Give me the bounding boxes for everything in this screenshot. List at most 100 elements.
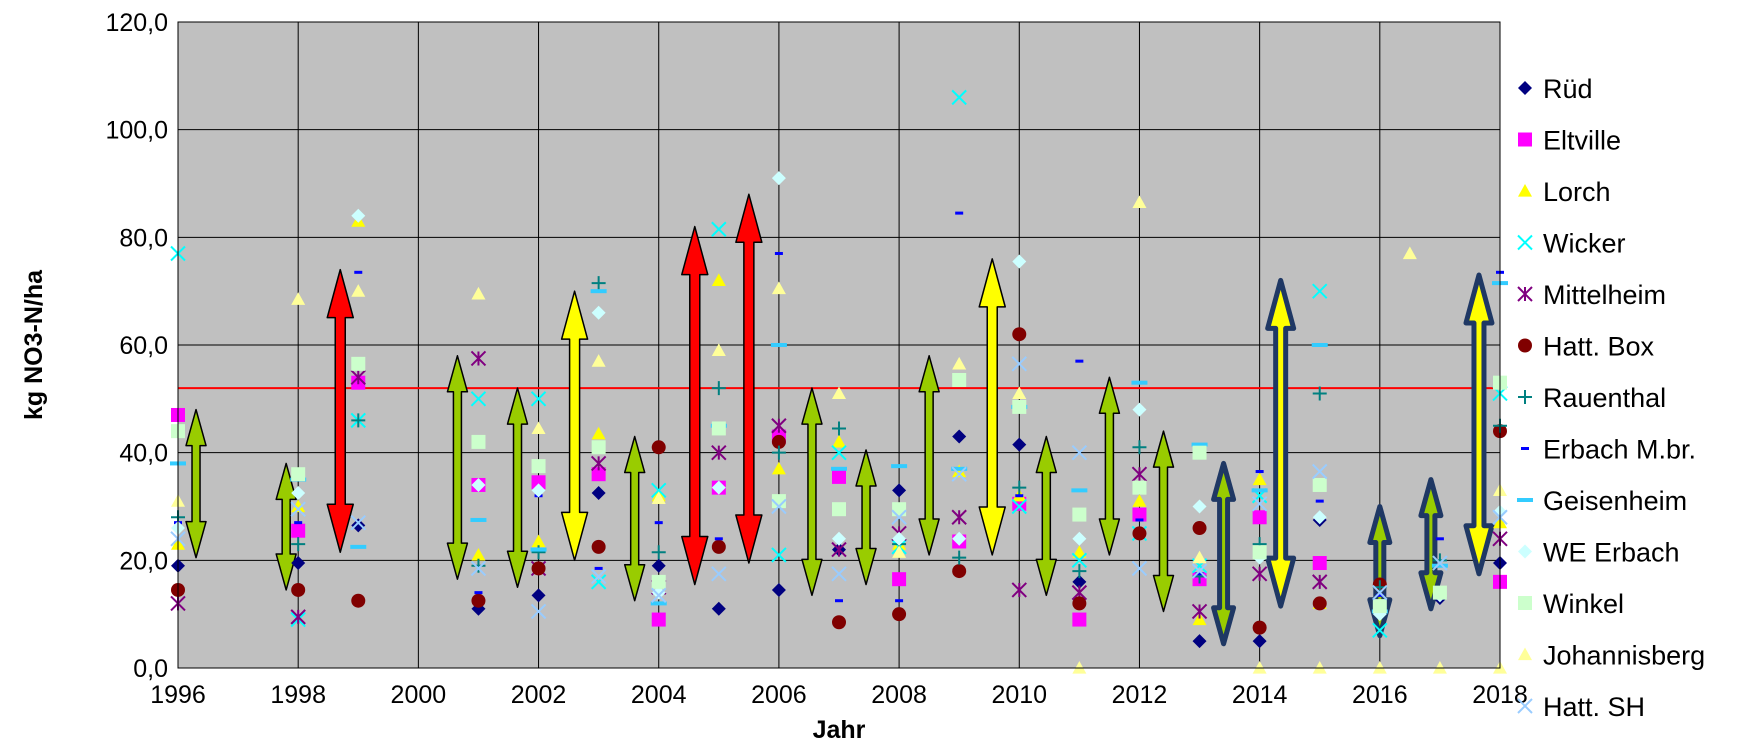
x-tick-label: 2012 [1112, 681, 1168, 709]
range-arrow [1098, 376, 1121, 556]
y-tick-label: 0,0 [133, 655, 168, 683]
x-tick-label: 2018 [1472, 681, 1528, 709]
point-winkel [771, 494, 786, 509]
x-tick-label: 2008 [871, 681, 927, 709]
point-r-d [892, 483, 907, 498]
legend-marker [1518, 596, 1532, 610]
point-hatt-box [531, 561, 546, 576]
point-eltville [1132, 507, 1147, 522]
point-winkel [1372, 599, 1387, 614]
point-erbach-m-br- [354, 270, 363, 274]
point-erbach-m-br- [294, 521, 303, 525]
point-wicker [831, 444, 847, 461]
point-hatt-box [651, 440, 666, 455]
point-we-erbach [651, 585, 666, 600]
legend-marker [1518, 132, 1532, 147]
point-wicker [470, 391, 487, 407]
point-hatt-box [471, 593, 486, 608]
point-we-erbach [1012, 254, 1027, 269]
point-hatt-box [1132, 526, 1147, 541]
x-tick-label: 2016 [1352, 681, 1408, 709]
point-lorch [1252, 472, 1267, 486]
point-winkel [351, 356, 366, 371]
point-erbach-m-br- [654, 521, 663, 525]
range-arrow [1418, 477, 1444, 612]
point-johannisberg [531, 421, 546, 435]
point-r-d [651, 558, 666, 573]
point-we-erbach [1072, 531, 1087, 546]
point-geisenheim [770, 343, 787, 347]
point-hatt-box [291, 582, 306, 597]
point-geisenheim [831, 466, 847, 471]
point-r-d [291, 556, 306, 571]
point-we-erbach [711, 480, 726, 495]
point-r-d [1192, 634, 1207, 649]
point-we-erbach [531, 483, 546, 498]
point-johannisberg [471, 286, 486, 300]
legend-item: Mittelheim [1517, 280, 1666, 310]
point-mittelheim [290, 609, 306, 625]
point-rauenthal [1072, 564, 1087, 579]
point-mittelheim [1131, 466, 1148, 482]
point-lorch [1072, 545, 1087, 558]
point-erbach-m-br- [1195, 572, 1204, 576]
point-geisenheim [1431, 563, 1448, 568]
point-mittelheim [1011, 582, 1027, 598]
range-arrow [978, 258, 1006, 556]
range-arrow [1463, 272, 1495, 577]
point-mittelheim [1191, 603, 1208, 620]
point-wicker [951, 89, 967, 106]
legend-label: Rauenthal [1543, 383, 1666, 413]
point-johannisberg [1012, 386, 1027, 400]
legend-marker [1517, 234, 1533, 251]
y-tick-labels: 0,0 20,0 40,0 60,0 80,0 100,0 120,0 [105, 9, 168, 683]
point-we-erbach [771, 171, 786, 186]
point-erbach-m-br- [714, 537, 723, 541]
legend: Rüd Eltville Lorch Wicker Mittelheim Hatt. Bo… [1517, 74, 1705, 722]
legend-label: Johannisberg [1543, 641, 1705, 671]
point-johannisberg [591, 354, 606, 367]
point-geisenheim [650, 601, 667, 606]
point-we-erbach [291, 486, 306, 501]
point-hatt-sh [1131, 560, 1148, 577]
range-arrow [185, 408, 207, 559]
point-lorch [711, 273, 726, 286]
point-hatt-sh [891, 509, 907, 525]
point-eltville [892, 572, 907, 587]
legend-marker [1518, 544, 1532, 559]
point-erbach-m-br- [1015, 494, 1024, 498]
point-lorch [591, 426, 606, 440]
legend-label: Rüd [1543, 74, 1593, 104]
point-rauenthal [952, 550, 967, 565]
range-arrow [801, 387, 823, 597]
range-arrow [623, 435, 646, 602]
point-wicker [590, 574, 607, 590]
point-we-erbach [892, 531, 907, 546]
point-geisenheim [1251, 488, 1268, 493]
point-winkel [1252, 545, 1267, 560]
range-arrow [1211, 460, 1237, 647]
point-hatt-sh [1011, 356, 1027, 372]
point-geisenheim [1311, 343, 1328, 347]
legend-marker [1518, 647, 1532, 661]
point-erbach-m-br- [474, 591, 483, 595]
point-hatt-sh [1312, 463, 1328, 480]
point-rauenthal [591, 276, 606, 291]
range-arrow [681, 225, 709, 586]
legend-marker [1518, 184, 1532, 197]
legend-marker [1518, 338, 1532, 353]
point-johannisberg [1432, 661, 1447, 674]
legend-item: Erbach M.br. [1521, 435, 1696, 465]
legend-marker [1517, 498, 1533, 502]
point-geisenheim [530, 547, 547, 552]
point-winkel [892, 502, 907, 517]
point-wicker [771, 547, 787, 563]
data-points [170, 89, 1508, 674]
point-erbach-m-br- [1135, 518, 1144, 522]
x-axis-title: Jahr [813, 716, 866, 744]
y-tick-label: 80,0 [119, 224, 168, 252]
point-hatt-box [591, 539, 606, 554]
y-tick-label: 60,0 [119, 332, 168, 360]
x-tick-label: 2006 [751, 681, 807, 709]
